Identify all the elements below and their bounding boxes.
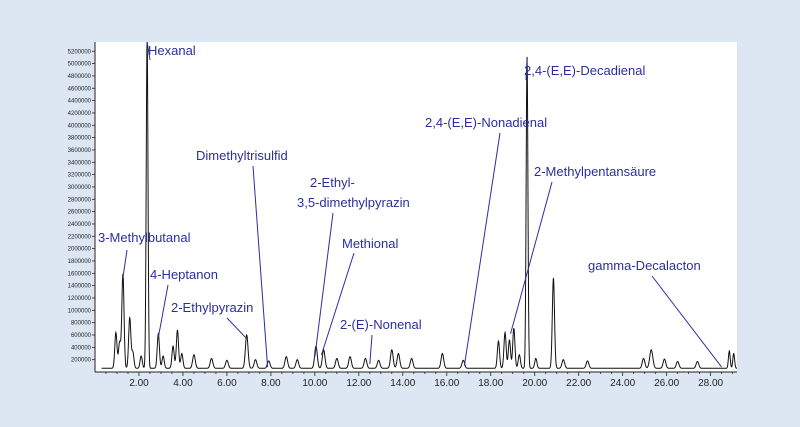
annotation-label: 2-(E)-Nonenal bbox=[340, 317, 422, 332]
y-tick-label: 1800000 bbox=[68, 259, 92, 265]
x-tick-label: 12.00 bbox=[346, 378, 371, 389]
annotation-label-line: 2-Ethyl- bbox=[310, 175, 355, 190]
annotation-leader-line bbox=[320, 252, 355, 355]
annotation-leader-line bbox=[651, 275, 723, 368]
annotation-leader-line bbox=[369, 334, 373, 365]
x-tick-label: 14.00 bbox=[390, 378, 415, 389]
x-tick-label: 10.00 bbox=[302, 378, 327, 389]
trace-layer bbox=[101, 41, 738, 369]
y-tick-label: 400000 bbox=[71, 345, 92, 351]
y-tick-label: 1600000 bbox=[68, 271, 92, 277]
annotation-leader-line bbox=[510, 181, 553, 334]
annotation-leader-line bbox=[122, 249, 128, 278]
annotation-label: 2,4-(E,E)-Decadienal bbox=[524, 63, 645, 78]
annotation-leader-lines bbox=[122, 41, 723, 368]
x-tick-label: 8.00 bbox=[261, 378, 281, 389]
x-tick-label: 24.00 bbox=[610, 378, 635, 389]
y-tick-label: 4600000 bbox=[68, 86, 92, 92]
x-axis: 2.00 4.00 6.00 8.00 10.00 12.00 14.00 16.00 18.0… bbox=[95, 371, 737, 389]
annotation-label: 2-Ethylpyrazin bbox=[171, 300, 253, 315]
annotation-leader-line bbox=[146, 41, 151, 61]
y-tick-label: 200000 bbox=[71, 358, 92, 364]
y-tick-label: 2600000 bbox=[68, 210, 92, 216]
annotation-leader-line bbox=[226, 317, 248, 340]
x-tick-label: 16.00 bbox=[434, 378, 459, 389]
y-tick-label: 2400000 bbox=[68, 222, 92, 228]
y-tick-label: 600000 bbox=[71, 333, 92, 339]
annotation-label: 3-Methylbutanal bbox=[98, 230, 191, 245]
y-tick-label: 4800000 bbox=[68, 74, 92, 80]
annotation-label: 2-Ethyl- 3,5-dimethylpyrazin bbox=[297, 175, 410, 210]
annotation-label: 2,4-(E,E)-Nonadienal bbox=[425, 115, 547, 130]
annotation-leader-line bbox=[314, 212, 334, 357]
annotation-labels: Hexanal 3-Methylbutanal 4-Heptanon 2-Ethylp… bbox=[98, 43, 701, 332]
y-tick-label: 1000000 bbox=[68, 308, 92, 314]
annotation-label: Dimethyltrisulfid bbox=[196, 148, 288, 163]
annotation-leader-line bbox=[525, 60, 528, 81]
annotation-label-line: 3,5-dimethylpyrazin bbox=[297, 195, 410, 210]
y-tick-label: 2800000 bbox=[68, 197, 92, 203]
annotation-label: gamma-Decalacton bbox=[588, 258, 701, 273]
y-tick-label: 3000000 bbox=[68, 185, 92, 191]
x-tick-label: 26.00 bbox=[654, 378, 679, 389]
x-tick-label: 20.00 bbox=[522, 378, 547, 389]
y-tick-label: 2000000 bbox=[68, 247, 92, 253]
y-tick-label: 4200000 bbox=[68, 111, 92, 117]
annotation-leader-line bbox=[157, 284, 169, 338]
y-tick-label: 4400000 bbox=[68, 99, 92, 105]
x-tick-label: 28.00 bbox=[698, 378, 723, 389]
annotation-label: Hexanal bbox=[148, 43, 196, 58]
annotation-label: 4-Heptanon bbox=[150, 267, 218, 282]
annotation-leader-line bbox=[463, 132, 501, 366]
x-tick-label: 22.00 bbox=[566, 378, 591, 389]
chromatogram-trace bbox=[101, 41, 738, 369]
y-axis: 200000 400000 600000 800000 1000000 1200000 14… bbox=[68, 42, 96, 372]
annotation-label: Methional bbox=[342, 236, 398, 251]
y-tick-label: 3800000 bbox=[68, 136, 92, 142]
y-tick-label: 1200000 bbox=[68, 296, 92, 302]
annotation-leader-line bbox=[252, 165, 269, 368]
x-tick-label: 6.00 bbox=[217, 378, 237, 389]
x-tick-label: 18.00 bbox=[478, 378, 503, 389]
x-tick-label: 2.00 bbox=[129, 378, 149, 389]
y-tick-label: 3400000 bbox=[68, 160, 92, 166]
y-tick-label: 5000000 bbox=[68, 62, 92, 68]
annotation-label: 2-Methylpentansäure bbox=[534, 164, 656, 179]
y-tick-label: 800000 bbox=[71, 321, 92, 327]
x-tick-label: 4.00 bbox=[173, 378, 193, 389]
y-tick-label: 2200000 bbox=[68, 234, 92, 240]
y-tick-label: 5200000 bbox=[68, 49, 92, 55]
y-tick-label: 3600000 bbox=[68, 148, 92, 154]
y-tick-label: 3200000 bbox=[68, 173, 92, 179]
y-tick-label: 4000000 bbox=[68, 123, 92, 129]
plot-area bbox=[95, 42, 737, 372]
y-tick-label: 1400000 bbox=[68, 284, 92, 290]
